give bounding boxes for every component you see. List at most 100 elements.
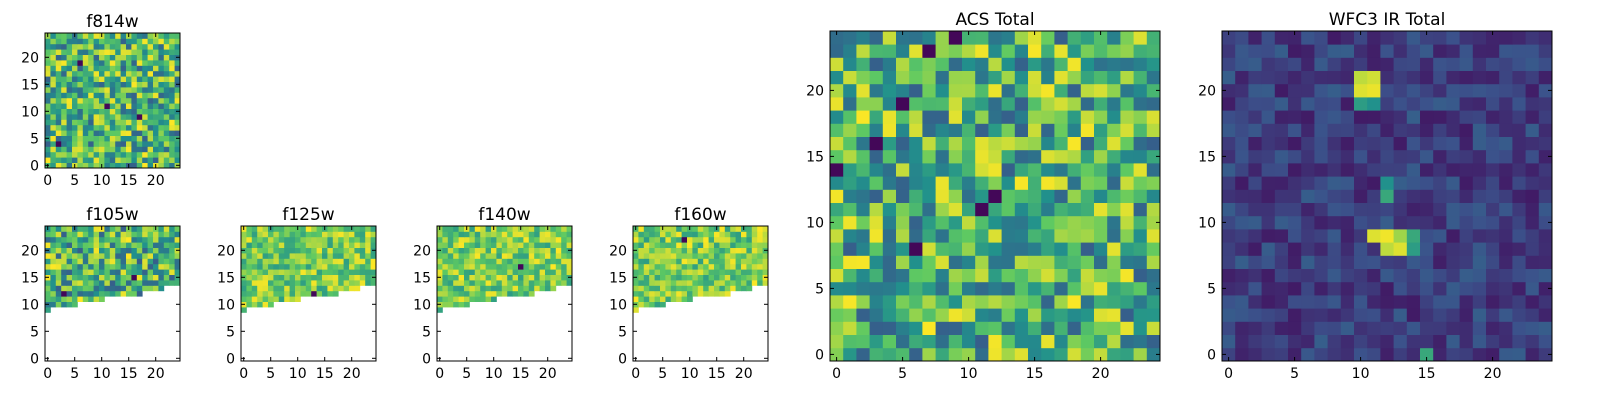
heatmap-cell [660, 242, 666, 248]
heatmap-cell [1041, 31, 1055, 45]
heatmap-cell [354, 274, 361, 281]
heatmap-cell [746, 247, 753, 254]
heatmap-cell [654, 290, 661, 297]
heatmap-cell [1512, 83, 1526, 98]
heatmap-cell [687, 269, 693, 275]
heatmap-cell [316, 274, 323, 281]
heatmap-cell [1261, 255, 1276, 269]
heatmap-cell [1314, 295, 1328, 309]
heatmap-cell [746, 274, 753, 281]
heatmap-cell [163, 119, 170, 126]
heatmap-cell [1301, 97, 1315, 111]
heatmap-cell [1340, 321, 1355, 335]
heatmap-cell [158, 92, 165, 99]
heatmap-cell [1406, 321, 1421, 335]
heatmap-cell [153, 114, 159, 120]
heatmap-cell [708, 242, 715, 248]
heatmap-cell [158, 130, 165, 136]
heatmap-cell [305, 253, 312, 259]
heatmap-cell [82, 242, 89, 248]
x-tick-label: 5 [70, 173, 79, 189]
heatmap-cell [1014, 57, 1029, 71]
heatmap-cell [61, 290, 67, 297]
heatmap-cell [507, 269, 513, 275]
heatmap-cell [50, 81, 57, 88]
heatmap-cell [104, 242, 111, 248]
heatmap-cell [948, 321, 963, 335]
heatmap-cell [1235, 163, 1249, 177]
heatmap-cell [163, 43, 170, 50]
heatmap-cell [278, 247, 285, 254]
heatmap-cell [88, 38, 94, 45]
heatmap-cell [1380, 281, 1394, 296]
heatmap-cell [1054, 123, 1068, 137]
heatmap-cell [1222, 97, 1236, 111]
heatmap-cell [724, 274, 731, 281]
heatmap-cell [1067, 308, 1082, 322]
heatmap-cell [1080, 70, 1095, 85]
heatmap-cell [1028, 83, 1042, 98]
heatmap-cell [88, 119, 94, 126]
heatmap-cell [1261, 31, 1276, 45]
heatmap-cell [1107, 70, 1121, 85]
heatmap-cell [359, 236, 366, 243]
heatmap-cell [638, 290, 645, 297]
heatmap-cell [464, 285, 470, 292]
heatmap-cell [1107, 97, 1121, 111]
heatmap-cell [153, 119, 159, 126]
heatmap-cell [109, 119, 116, 126]
heatmap-cell [142, 151, 148, 158]
heatmap-cell [169, 70, 175, 77]
heatmap-cell [55, 119, 62, 126]
heatmap-cell [485, 231, 492, 238]
heatmap-cell [66, 280, 73, 286]
heatmap-cell [523, 258, 530, 265]
heatmap-cell [1028, 229, 1042, 243]
heatmap-cell [251, 231, 258, 238]
heatmap-cell [136, 43, 143, 50]
heatmap-cell [153, 236, 159, 243]
heatmap-cell [1393, 334, 1408, 349]
heatmap-cell [1133, 136, 1148, 151]
heatmap-cell [869, 70, 884, 85]
heatmap-cell [1001, 334, 1016, 349]
heatmap-cell [1472, 202, 1487, 217]
heatmap-cell [158, 33, 165, 39]
heatmap-cell [136, 49, 143, 55]
heatmap-cell [1340, 189, 1355, 203]
heatmap-cell [474, 253, 481, 259]
heatmap-cell [77, 38, 84, 45]
heatmap-cell [1248, 189, 1262, 203]
heatmap-cell [284, 236, 290, 243]
heatmap-cell [1235, 110, 1249, 124]
heatmap-cell [45, 296, 51, 302]
heatmap-cell [126, 285, 132, 292]
heatmap-cell [1028, 268, 1042, 283]
heatmap-cell [88, 49, 94, 55]
heatmap-cell [1133, 242, 1148, 256]
heatmap-cell [99, 92, 105, 99]
heatmap-cell [474, 296, 481, 302]
heatmap-cell [322, 274, 328, 281]
heatmap-cell [1248, 97, 1262, 111]
heatmap-cell [82, 162, 89, 169]
heatmap-cell [1235, 136, 1249, 151]
heatmap-cell [1028, 189, 1042, 203]
heatmap-cell [447, 269, 454, 275]
heatmap-cell [935, 347, 950, 362]
heatmap-cell [545, 247, 551, 254]
heatmap-cell [975, 242, 989, 256]
y-tick-label: 0 [815, 347, 824, 363]
heatmap-cell [1459, 136, 1474, 151]
heatmap-cell [77, 60, 84, 66]
heatmap-cell [1499, 123, 1513, 137]
heatmap-cell [72, 290, 78, 297]
heatmap-cell [109, 290, 116, 297]
heatmap-cell [724, 236, 731, 243]
heatmap-cell [66, 296, 73, 302]
heatmap-cell [681, 258, 688, 265]
heatmap-cell [343, 231, 350, 238]
heatmap-cell [153, 269, 159, 275]
heatmap-cell [474, 247, 481, 254]
heatmap-cell [735, 226, 742, 232]
